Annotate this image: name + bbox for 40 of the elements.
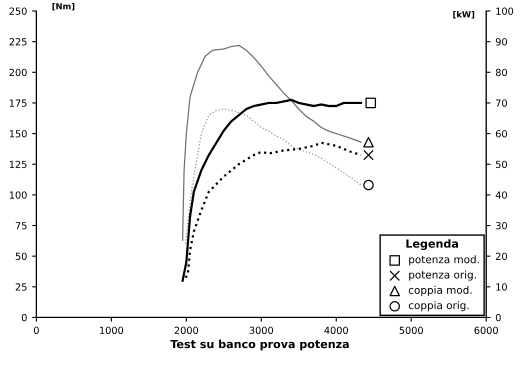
x-tick-label: 2000 bbox=[174, 326, 198, 334]
x-tick-label: 3000 bbox=[250, 326, 274, 334]
y-tick-label: 200 bbox=[10, 68, 27, 76]
y-tick-label: 150 bbox=[10, 130, 27, 138]
y2-tick-label: 40 bbox=[496, 191, 507, 199]
x-tick-label: 4000 bbox=[324, 326, 348, 334]
y2-tick-label: 10 bbox=[496, 283, 507, 291]
y2-tick-label: 30 bbox=[496, 222, 507, 230]
y2-tick-label: 90 bbox=[496, 38, 507, 46]
y-axis-title: [Nm] bbox=[52, 2, 74, 10]
y2-tick-label: 60 bbox=[496, 130, 507, 138]
legend-title: Legenda bbox=[406, 239, 458, 250]
x-tick-label: 5000 bbox=[400, 326, 423, 334]
y-tick-label: 0 bbox=[22, 314, 27, 322]
legend-label: coppia orig. bbox=[408, 301, 469, 312]
x-tick-label: 0 bbox=[34, 326, 39, 334]
y2-axis-title: [kW] bbox=[453, 11, 474, 18]
y-tick-label: 100 bbox=[10, 191, 27, 199]
legend-label: potenza mod. bbox=[409, 255, 479, 266]
y-tick-label: 25 bbox=[16, 283, 27, 291]
x-tick-label: 1000 bbox=[100, 326, 124, 334]
legend-label: coppia mod. bbox=[408, 286, 472, 296]
legend-label: potenza orig. bbox=[409, 270, 476, 281]
y2-tick-label: 100 bbox=[496, 7, 514, 15]
y-tick-label: 75 bbox=[16, 222, 27, 230]
y-tick-label: 225 bbox=[10, 38, 27, 46]
y2-tick-label: 50 bbox=[496, 160, 507, 168]
y-tick-label: 250 bbox=[10, 7, 27, 15]
y2-tick-label: 20 bbox=[496, 252, 507, 260]
line-series bbox=[181, 98, 362, 282]
line-series bbox=[184, 108, 362, 245]
y2-tick-label: 0 bbox=[496, 314, 501, 322]
line-series bbox=[182, 44, 362, 241]
y-tick-label: 125 bbox=[10, 160, 27, 168]
text: Test su banco prova potenza bbox=[170, 340, 349, 350]
y2-tick-label: 70 bbox=[496, 99, 507, 107]
y-tick-label: 50 bbox=[16, 252, 27, 260]
y-tick-label: 175 bbox=[10, 100, 27, 107]
x-tick-label: 6000 bbox=[474, 326, 498, 334]
y2-tick-label: 80 bbox=[496, 68, 507, 76]
